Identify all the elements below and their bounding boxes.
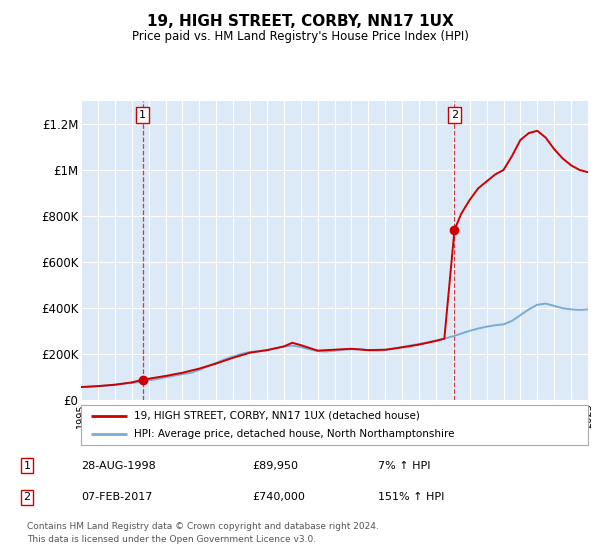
Text: 07-FEB-2017: 07-FEB-2017 (81, 492, 152, 502)
Text: 28-AUG-1998: 28-AUG-1998 (81, 461, 156, 471)
Text: Price paid vs. HM Land Registry's House Price Index (HPI): Price paid vs. HM Land Registry's House … (131, 30, 469, 43)
Text: 1: 1 (23, 461, 31, 471)
Text: £89,950: £89,950 (252, 461, 298, 471)
Text: 151% ↑ HPI: 151% ↑ HPI (378, 492, 445, 502)
FancyBboxPatch shape (81, 405, 588, 445)
Text: 2: 2 (451, 110, 458, 120)
Text: Contains HM Land Registry data © Crown copyright and database right 2024.
This d: Contains HM Land Registry data © Crown c… (27, 522, 379, 544)
Text: 7% ↑ HPI: 7% ↑ HPI (378, 461, 431, 471)
Text: £740,000: £740,000 (252, 492, 305, 502)
Text: HPI: Average price, detached house, North Northamptonshire: HPI: Average price, detached house, Nort… (134, 430, 455, 439)
Text: 1: 1 (139, 110, 146, 120)
Text: 2: 2 (23, 492, 31, 502)
Text: 19, HIGH STREET, CORBY, NN17 1UX: 19, HIGH STREET, CORBY, NN17 1UX (146, 14, 454, 29)
Text: 19, HIGH STREET, CORBY, NN17 1UX (detached house): 19, HIGH STREET, CORBY, NN17 1UX (detach… (134, 411, 420, 421)
